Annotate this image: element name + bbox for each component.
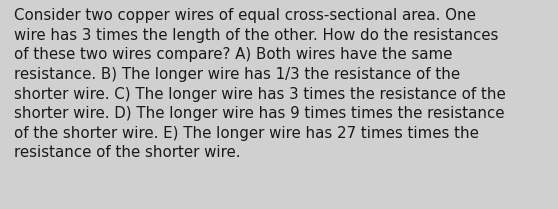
Text: Consider two copper wires of equal cross-sectional area. One
wire has 3 times th: Consider two copper wires of equal cross… bbox=[14, 8, 506, 160]
